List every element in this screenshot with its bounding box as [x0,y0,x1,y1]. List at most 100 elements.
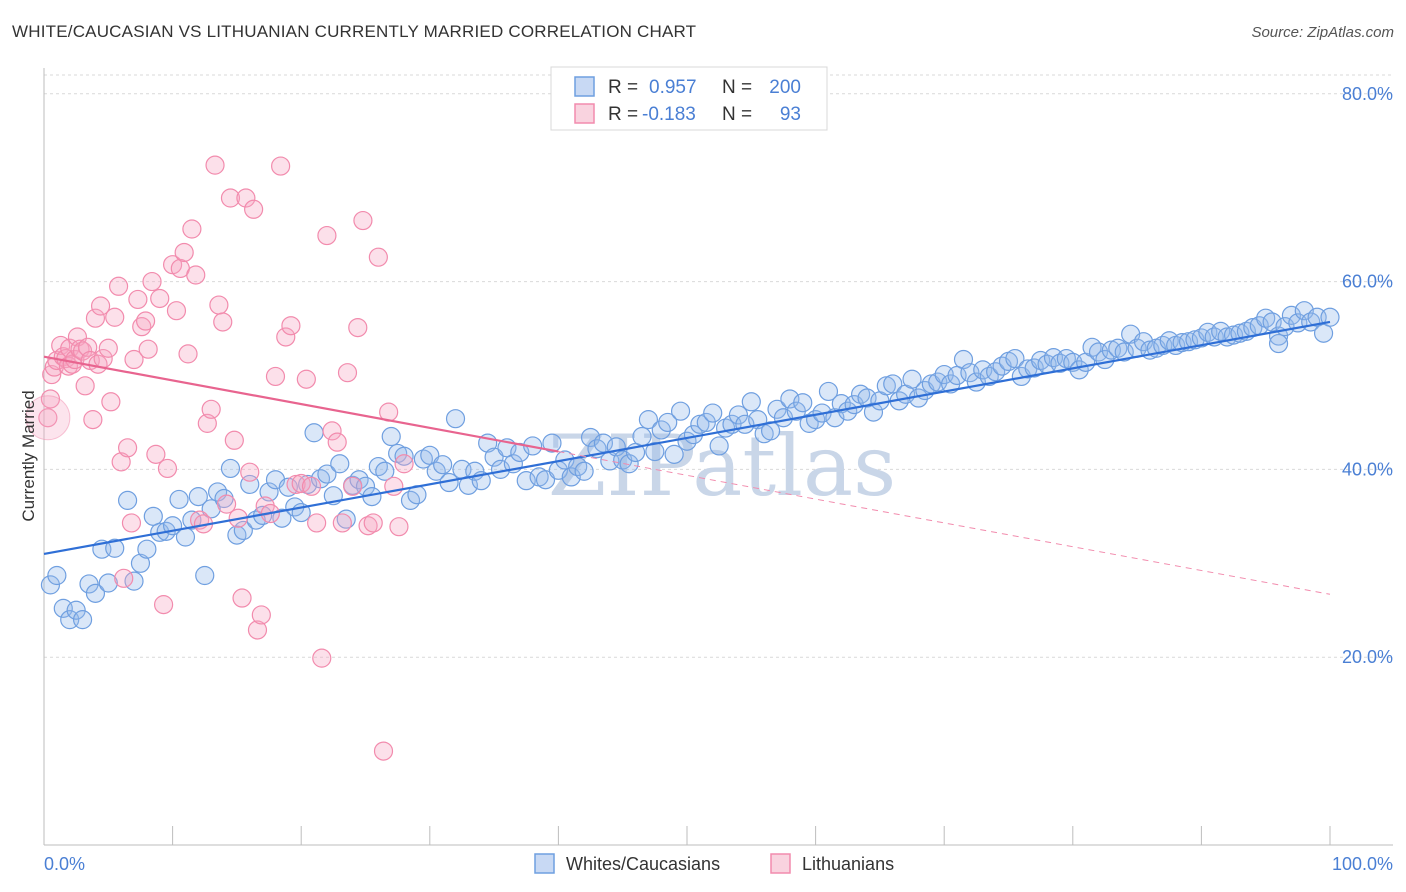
series-legend: Whites/Caucasians Lithuanians [534,853,894,874]
point-lithuanians [363,513,383,533]
point-whites [535,470,556,490]
point-lithuanians [157,458,178,479]
point-whites [1281,305,1302,325]
point-whites [1005,348,1025,369]
point-whites [130,553,151,573]
point-whites [47,565,67,586]
point-whites [818,381,839,402]
legend-r-label-1: R = [608,77,638,98]
point-lithuanians [232,588,252,608]
point-whites [85,583,106,603]
point-lithuanians [353,210,373,231]
point-whites [182,510,202,530]
point-whites [516,471,536,491]
source-credit: Source: ZipAtlas.com [1251,24,1394,41]
point-lithuanians [281,316,301,336]
axes [43,68,1393,846]
point-lithuanians [138,339,158,359]
point-lithuanians [101,392,121,412]
point-lithuanians [373,741,394,761]
point-whites [259,482,279,502]
point-lithuanians [201,399,221,419]
series-whites-points [40,301,1340,630]
point-whites [658,412,678,433]
point-lithuanians [236,188,256,208]
point-lithuanians [205,155,225,175]
bottom-legend-swatch-lithuanians [770,853,791,874]
legend-n-value-2: 93 [780,104,801,125]
point-whites [1313,323,1334,343]
point-whites [1024,358,1044,378]
correlation-legend: R = 0.957 N = 200 R = -0.183 N = 93 [550,66,828,131]
point-whites [278,477,298,497]
y-tick-label: 80.0% [1342,84,1393,104]
point-lithuanians [108,276,129,296]
point-lithuanians [240,462,260,482]
point-lithuanians [98,338,118,358]
point-whites [433,455,453,475]
point-whites [330,454,350,474]
y-tick-labels: 20.0% 40.0% 60.0% 80.0% [1342,84,1393,667]
legend-n-label-2: N = [722,104,752,125]
legend-r-label-2: R = [608,104,638,125]
point-lithuanians [312,648,332,668]
trend-line-lithuanians [43,355,559,453]
point-whites [645,441,665,462]
point-lithuanians [322,421,342,441]
point-lithuanians [224,430,244,450]
point-whites [188,487,208,507]
point-whites [233,520,253,541]
point-whites [117,490,138,510]
point-whites [79,574,99,594]
point-lithuanians [247,620,268,640]
point-lithuanians [42,364,62,385]
bottom-legend-swatch-whites [534,853,555,874]
point-lithuanians [166,301,187,321]
point-lithuanians [38,408,58,428]
point-whites [863,402,884,422]
point-lithuanians [142,271,162,292]
point-lithuanians [307,513,327,533]
point-lithuanians [337,363,358,383]
point-whites [336,509,356,529]
y-tick-label: 60.0% [1342,272,1393,292]
point-lithuanians [220,188,241,208]
point-whites [272,508,292,528]
point-lithuanians [197,413,217,433]
legend-r-value-1: 0.957 [649,77,697,98]
point-lithuanians [394,454,414,474]
watermark: ZIPatlas [548,417,896,515]
point-lithuanians [174,242,194,263]
point-whites [709,436,729,456]
point-lithuanians [111,452,131,472]
point-whites [632,426,652,447]
point-whites [169,489,189,510]
point-lithuanians [251,605,271,625]
legend-n-value-1: 200 [769,77,801,98]
series-lithuanians-points [25,155,414,761]
point-whites [143,506,163,526]
point-whites [98,573,118,593]
point-lithuanians [265,366,286,387]
point-whites [394,446,414,466]
legend-swatch-lithuanians [574,103,595,124]
point-lithuanians [327,432,347,452]
point-whites [195,565,215,586]
point-lithuanians [186,265,206,285]
point-whites [638,410,659,430]
point-lithuanians [90,296,111,316]
point-lithuanians [317,225,337,246]
point-whites [304,423,324,443]
point-lithuanians [83,410,103,430]
legend-r-value-2: -0.183 [642,104,696,125]
point-lithuanians [117,438,138,458]
point-whites [793,393,813,413]
point-lithuanians [332,513,352,533]
point-whites [728,405,749,425]
point-whites [619,454,639,474]
point-whites [741,392,761,412]
point-lithuanians [276,327,296,347]
point-lithuanians [343,476,363,496]
point-lithuanians [105,307,125,327]
